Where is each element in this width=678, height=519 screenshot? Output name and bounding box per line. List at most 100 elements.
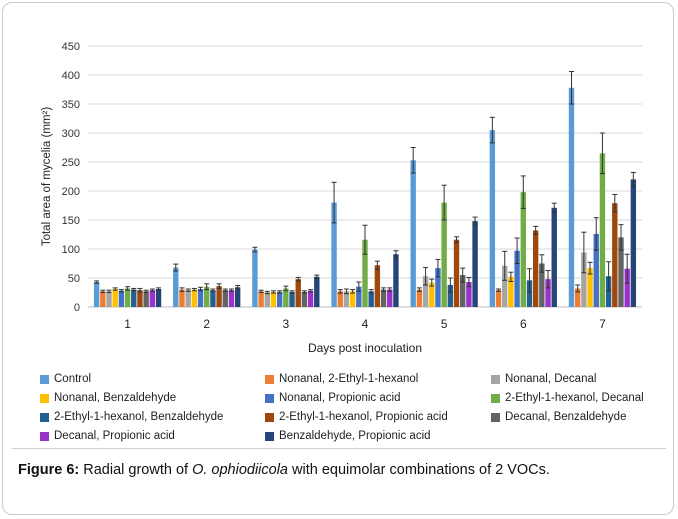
- bar: [453, 239, 460, 307]
- caption-text-before: Radial growth of: [79, 462, 193, 478]
- bar: [331, 202, 337, 307]
- bar: [137, 290, 143, 307]
- legend-swatch: [265, 393, 274, 403]
- legend-item: 2-Ethyl-1-hexanol, Propionic acid: [265, 411, 448, 423]
- figure-caption: Figure 6: Radial growth of O. ophiodiico…: [18, 461, 668, 480]
- bar: [276, 291, 283, 307]
- legend-swatch: [40, 412, 49, 422]
- bar: [374, 265, 381, 307]
- legend-swatch: [40, 393, 49, 403]
- bar: [587, 268, 593, 307]
- figure-frame: [2, 2, 674, 515]
- bar: [520, 192, 526, 307]
- bar: [545, 279, 551, 307]
- legend-item: 2-Ethyl-1-hexanol, Decanal: [491, 392, 644, 404]
- bar: [337, 291, 343, 307]
- bar: [155, 289, 162, 307]
- caption-text-after: with equimolar combinations of 2 VOCs.: [288, 462, 550, 478]
- bar: [264, 292, 270, 307]
- x-tick-label: 1: [124, 317, 131, 331]
- bar: [393, 254, 399, 307]
- bar: [149, 290, 156, 307]
- bar: [416, 289, 423, 307]
- bar: [143, 291, 149, 307]
- bar: [447, 284, 454, 307]
- bar: [410, 160, 416, 307]
- bar: [314, 276, 320, 307]
- y-tick-label: 100: [62, 244, 80, 256]
- bar: [429, 282, 435, 307]
- legend-item: Nonanal, Decanal: [491, 373, 596, 385]
- legend-label: 2-Ethyl-1-hexanol, Decanal: [505, 392, 644, 404]
- legend-item: Nonanal, 2-Ethyl-1-hexanol: [265, 373, 418, 385]
- bar: [514, 250, 520, 307]
- bar: [581, 252, 587, 307]
- bar: [210, 290, 216, 307]
- y-tick-label: 300: [62, 128, 80, 140]
- y-tick-label: 50: [68, 273, 80, 285]
- legend-item: Nonanal, Benzaldehyde: [40, 392, 176, 404]
- bar: [356, 286, 362, 307]
- bar: [387, 289, 393, 307]
- bar: [191, 289, 198, 307]
- legend-label: Nonanal, 2-Ethyl-1-hexanol: [279, 373, 419, 385]
- bar: [574, 288, 581, 307]
- bar: [307, 290, 314, 307]
- legend-label: Nonanal, Propionic acid: [279, 392, 401, 404]
- legend-item: 2-Ethyl-1-hexanol, Benzaldehyde: [40, 411, 223, 423]
- bar: [131, 289, 137, 307]
- bar: [441, 202, 447, 307]
- legend-swatch: [40, 374, 49, 384]
- bar: [228, 290, 235, 307]
- bar: [270, 291, 277, 307]
- bar: [460, 275, 466, 307]
- bar: [204, 286, 210, 307]
- bar: [368, 291, 374, 307]
- x-tick-label: 7: [599, 317, 606, 331]
- bar: [289, 291, 295, 307]
- bar: [495, 290, 502, 307]
- bar: [173, 267, 179, 307]
- x-axis-label: Days post inoculation: [308, 341, 422, 355]
- bar: [466, 282, 472, 307]
- bar: [612, 203, 618, 307]
- caption-divider: [12, 448, 666, 449]
- legend-item: Nonanal, Propionic acid: [265, 392, 400, 404]
- legend-item: Decanal, Benzaldehyde: [491, 411, 626, 423]
- legend-label: Control: [54, 373, 92, 385]
- bar: [118, 290, 125, 307]
- x-tick-label: 2: [203, 317, 210, 331]
- y-axis-label: Total area of mycelia (mm²): [41, 107, 53, 246]
- legend-item: Decanal, Propionic acid: [40, 430, 175, 442]
- bar: [93, 282, 100, 307]
- bar: [502, 265, 508, 307]
- legend-label: 2-Ethyl-1-hexanol, Propionic acid: [279, 411, 448, 423]
- x-tick-label: 6: [520, 317, 527, 331]
- bar: [526, 280, 533, 307]
- bar: [185, 290, 191, 307]
- bar: [380, 289, 387, 307]
- legend-swatch: [40, 431, 49, 441]
- legend-label: 2-Ethyl-1-hexanol, Benzaldehyde: [54, 411, 224, 423]
- bar: [252, 249, 258, 307]
- legend-swatch: [491, 412, 500, 422]
- bar: [618, 237, 624, 307]
- bar: [539, 263, 545, 307]
- legend-swatch: [265, 431, 274, 441]
- bar: [295, 279, 301, 307]
- y-tick-label: 350: [62, 99, 80, 111]
- bar: [124, 288, 131, 307]
- y-tick-label: 0: [74, 302, 80, 314]
- bar: [197, 289, 204, 307]
- bar: [343, 291, 350, 307]
- bar: [106, 291, 112, 307]
- bar: [258, 291, 264, 307]
- legend-label: Decanal, Propionic acid: [54, 430, 175, 442]
- y-tick-label: 400: [62, 70, 80, 82]
- legend-item: Benzaldehyde, Propionic acid: [265, 430, 431, 442]
- bar: [435, 268, 441, 307]
- bar: [599, 153, 606, 307]
- legend-label: Benzaldehyde, Propionic acid: [279, 430, 431, 442]
- bar: [179, 289, 185, 307]
- bar-chart: 0 50 100 150 200 250 300 350 400 450 Total area of…: [41, 41, 642, 355]
